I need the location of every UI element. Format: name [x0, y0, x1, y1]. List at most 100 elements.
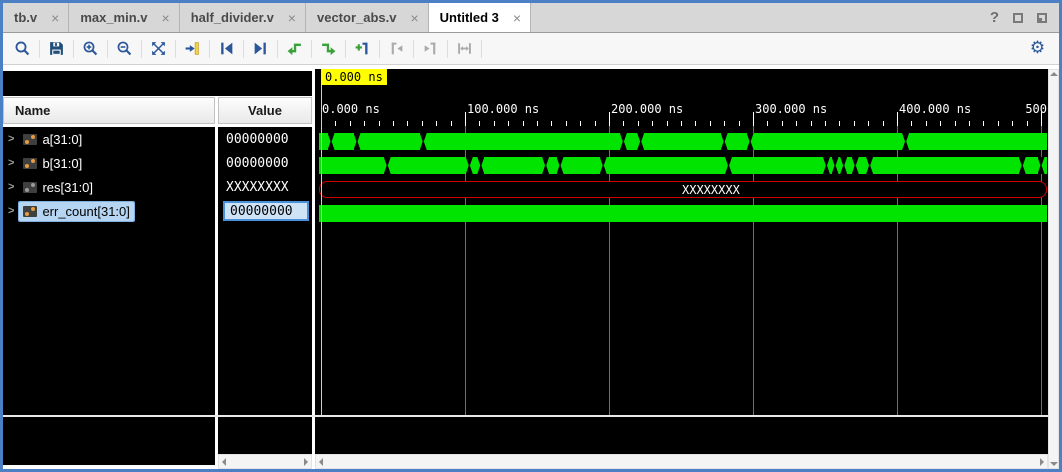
close-icon[interactable]: ×	[287, 9, 296, 26]
value-edit-box[interactable]: 00000000	[223, 201, 309, 221]
previous-transition-icon[interactable]	[213, 36, 240, 62]
wave-row[interactable]	[319, 157, 1047, 174]
ruler-minor-tick	[479, 121, 481, 126]
time-cursor[interactable]	[321, 85, 322, 415]
scroll-down-icon[interactable]	[1049, 462, 1058, 466]
tab-max-min-v[interactable]: max_min.v ×	[69, 3, 180, 32]
signal-name-cell[interactable]: res[31:0]	[19, 178, 97, 197]
gridline	[1041, 126, 1042, 415]
toolbar-separator	[481, 39, 482, 58]
tab-vector-abs-v[interactable]: vector_abs.v ×	[306, 3, 429, 32]
signal-value-row[interactable]: 00000000	[218, 151, 312, 175]
go-to-time-0-icon[interactable]	[281, 36, 308, 62]
help-icon[interactable]: ?	[989, 9, 999, 26]
ruler-minor-tick	[407, 121, 409, 126]
tab-untitled-3[interactable]: Untitled 3 ×	[428, 3, 532, 32]
wave-row[interactable]	[319, 133, 1047, 150]
scroll-right-icon[interactable]	[304, 457, 308, 466]
zoom-in-icon[interactable]	[77, 36, 104, 62]
tab-label: tb.v	[14, 10, 38, 25]
signal-row[interactable]: > b[31:0]	[3, 151, 215, 175]
zoom-out-icon[interactable]	[111, 36, 138, 62]
bus-signal-icon	[23, 133, 38, 145]
next-transition-icon[interactable]	[247, 36, 274, 62]
signal-value-row[interactable]: XXXXXXXX	[218, 175, 312, 199]
signal-name-cell[interactable]: b[31:0]	[19, 154, 86, 173]
transition-mark	[353, 133, 361, 150]
settings-gear-icon[interactable]: ⚙	[1029, 38, 1046, 58]
wave-hscrollbar[interactable]	[315, 454, 1048, 469]
value-panel-hscrollbar[interactable]	[218, 454, 312, 469]
ruler-minor-tick	[709, 121, 711, 126]
add-marker-icon[interactable]	[349, 36, 376, 62]
signal-value-row[interactable]: 00000000	[218, 127, 312, 151]
wave-row[interactable]	[319, 205, 1047, 222]
ruler-minor-tick	[1026, 121, 1028, 126]
dock-window-icon[interactable]	[1037, 12, 1047, 23]
zoom-fit-icon[interactable]	[145, 36, 172, 62]
close-icon[interactable]: ×	[512, 9, 522, 26]
ruler-minor-tick	[580, 121, 582, 126]
expand-chevron-icon[interactable]: >	[8, 133, 15, 145]
ruler-minor-tick	[637, 121, 639, 126]
gridline	[609, 126, 610, 415]
signal-name-cell[interactable]: err_count[31:0]	[18, 200, 135, 222]
expand-chevron-icon[interactable]: >	[8, 157, 15, 169]
go-to-last-time-icon[interactable]	[315, 36, 342, 62]
ruler-minor-tick	[724, 121, 726, 126]
ruler-minor-tick	[925, 121, 927, 126]
go-to-cursor-icon[interactable]	[179, 36, 206, 62]
unknown-value-label: XXXXXXXX	[682, 183, 740, 197]
value-column-header[interactable]: Value	[218, 97, 312, 124]
signal-name-cell[interactable]: a[31:0]	[19, 130, 86, 149]
close-icon[interactable]: ×	[410, 9, 419, 26]
ruler-major-tick	[465, 112, 466, 126]
scroll-left-icon[interactable]	[319, 457, 323, 466]
expand-chevron-icon[interactable]: >	[8, 181, 15, 193]
search-icon[interactable]	[9, 36, 36, 62]
name-header-label: Name	[15, 103, 51, 118]
wave-row[interactable]: XXXXXXXX	[319, 181, 1047, 198]
name-column-header[interactable]: Name	[3, 97, 215, 124]
ruler-minor-tick	[493, 121, 495, 126]
expand-chevron-icon[interactable]: >	[8, 205, 15, 217]
signal-row[interactable]: > res[31:0]	[3, 175, 215, 199]
close-icon[interactable]: ×	[161, 9, 170, 26]
unknown-bus-waveform: XXXXXXXX	[319, 181, 1047, 198]
signal-row[interactable]: > a[31:0]	[3, 127, 215, 151]
swap-cursors-icon	[451, 36, 478, 62]
float-window-icon[interactable]	[1013, 12, 1023, 23]
waveform-canvas[interactable]: 0.000 ns 0.000 ns 100.000 ns 200.000 ns 300…	[315, 69, 1048, 454]
previous-marker-icon	[383, 36, 410, 62]
tab-tb-v[interactable]: tb.v ×	[3, 3, 70, 32]
ruler-minor-tick	[666, 121, 668, 126]
signal-value-panel: 00000000 00000000 XXXXXXXX 00000000	[218, 127, 312, 454]
ruler-minor-tick	[796, 121, 798, 126]
ruler-major-tick	[609, 112, 610, 126]
ruler-minor-tick	[335, 121, 337, 126]
scroll-left-icon[interactable]	[222, 457, 226, 466]
signal-value-row[interactable]: 00000000	[218, 199, 312, 223]
bus-waveform	[319, 157, 1047, 174]
close-icon[interactable]: ×	[51, 9, 60, 26]
signal-name-label: err_count[31:0]	[42, 203, 130, 219]
ruler-minor-tick	[853, 121, 855, 126]
scroll-right-icon[interactable]	[1040, 457, 1044, 466]
ruler-major-tick	[897, 112, 898, 126]
ruler-tick-label: 0.000 ns	[322, 102, 380, 116]
bus-signal-icon	[23, 181, 38, 193]
scroll-up-icon[interactable]	[1049, 72, 1058, 76]
toolbar-separator	[209, 39, 210, 58]
signal-row[interactable]: > err_count[31:0]	[3, 199, 215, 223]
ruler-minor-tick	[839, 121, 841, 126]
value-header-label: Value	[248, 103, 282, 118]
signal-name-label: res[31:0]	[42, 179, 94, 195]
ruler-minor-tick	[393, 121, 394, 126]
ruler-minor-tick	[537, 121, 538, 126]
tab-label: vector_abs.v	[316, 10, 397, 25]
wave-vscrollbar[interactable]	[1048, 69, 1059, 469]
transition-mark	[720, 133, 728, 150]
tab-half-divider-v[interactable]: half_divider.v ×	[180, 3, 306, 32]
save-wave-configuration-icon[interactable]	[43, 36, 70, 62]
ruler-minor-tick	[450, 121, 452, 126]
